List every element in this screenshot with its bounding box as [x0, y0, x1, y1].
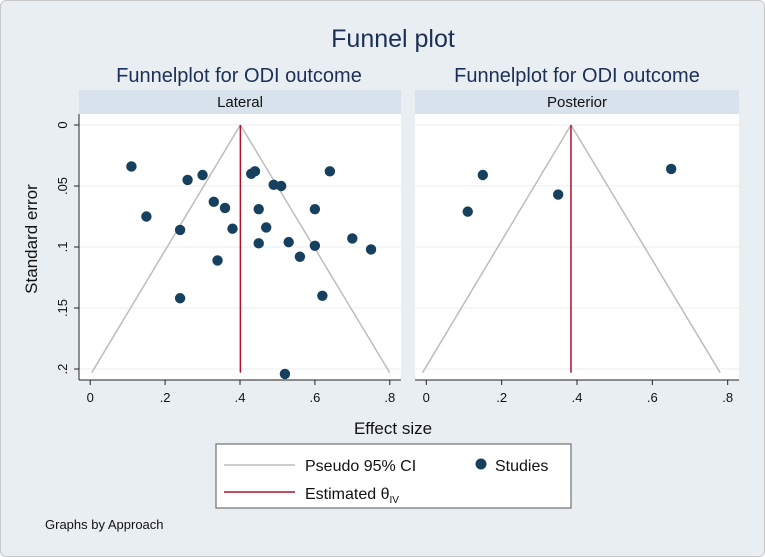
x-tick-label: .2	[496, 390, 507, 405]
y-tick-label: .1	[55, 242, 70, 253]
main-title: Funnel plot	[331, 25, 455, 53]
x-tick-label: .6	[647, 390, 658, 405]
x-tick-label: 0	[87, 390, 94, 405]
graph-note: Graphs by Approach	[45, 517, 164, 532]
study-point	[309, 240, 321, 251]
study-point	[324, 166, 336, 177]
study-point	[219, 202, 231, 214]
y-axis-label: Standard error	[22, 184, 41, 294]
study-point	[317, 290, 328, 302]
study-point	[174, 293, 186, 304]
legend-estimate-label: Estimated θIV	[305, 486, 399, 506]
study-point	[275, 180, 287, 192]
x-tick-label: .4	[572, 390, 583, 405]
study-point	[665, 163, 677, 175]
study-point	[283, 236, 294, 248]
study-point	[294, 251, 306, 262]
panel-title-lateral: Funnelplot for ODI outcome	[116, 65, 362, 87]
study-point	[253, 203, 264, 215]
legend-studies-label: Studies	[495, 458, 548, 475]
study-point	[477, 169, 489, 181]
legend-estimate-subscript: IV	[389, 495, 399, 506]
y-tick-label: .2	[55, 364, 70, 375]
panel-title-posterior: Funnelplot for ODI outcome	[454, 65, 700, 87]
x-tick-label: .6	[309, 390, 320, 405]
study-point	[365, 244, 377, 255]
study-point	[197, 169, 208, 181]
ci-line-left	[91, 124, 242, 374]
panel-posterior: 0 .2 .4 .6 .8	[415, 124, 739, 405]
study-point	[552, 189, 564, 200]
legend-box	[215, 443, 572, 509]
legend-studies-marker	[475, 458, 487, 470]
legend-ci-label: Pseudo 95% CI	[305, 458, 416, 475]
legend-estimate-text: Estimated θ	[305, 486, 390, 503]
x-tick-label: .2	[160, 390, 171, 405]
ci-line-right	[570, 124, 721, 374]
study-point	[227, 223, 238, 234]
study-point	[249, 166, 261, 177]
x-tick-label: .4	[235, 390, 246, 405]
study-point	[126, 161, 137, 172]
study-point	[212, 255, 223, 266]
study-point	[141, 211, 152, 222]
strip-lateral	[79, 90, 401, 114]
y-tick-label: .15	[55, 299, 70, 317]
study-point	[253, 238, 264, 249]
strip-posterior	[415, 90, 739, 114]
y-tick-label: 0	[55, 121, 70, 128]
panel-lateral: 0 .2 .4 .6 .8 0 .05 .1 .15 .2	[55, 114, 401, 405]
x-axis-label: Effect size	[354, 419, 432, 438]
study-point	[208, 196, 219, 208]
x-tick-label: .8	[384, 390, 395, 405]
ci-line-left	[421, 124, 572, 374]
study-point	[279, 368, 291, 380]
strip-label-lateral: Lateral	[217, 94, 263, 111]
legend: Pseudo 95% CI Studies Estimated θIV	[215, 443, 572, 509]
study-point	[462, 206, 473, 217]
study-point	[182, 174, 193, 186]
study-point	[174, 224, 186, 236]
y-tick-label: .05	[55, 177, 70, 195]
x-tick-label: 0	[423, 390, 430, 405]
strip-label-posterior: Posterior	[547, 94, 607, 111]
study-point	[309, 203, 321, 215]
study-point	[261, 222, 272, 233]
study-point	[347, 233, 358, 244]
x-tick-label: .8	[722, 390, 733, 405]
